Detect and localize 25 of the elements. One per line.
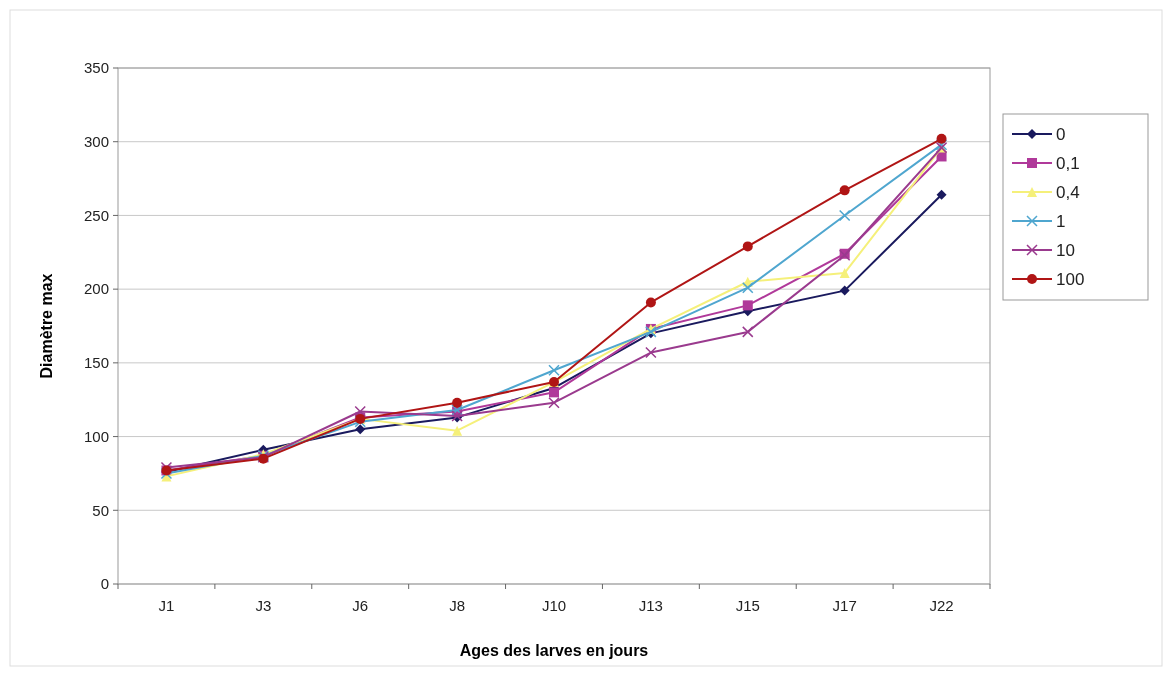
y-tick-label: 50 <box>92 501 109 519</box>
y-tick-label: 350 <box>83 59 109 77</box>
y-tick-label: 100 <box>83 427 109 445</box>
y-tick-label: 200 <box>83 280 109 298</box>
legend-label: 0,4 <box>1056 182 1080 202</box>
x-tick-label: J6 <box>352 597 369 614</box>
x-tick-label: J17 <box>832 597 857 614</box>
x-tick-label: J15 <box>735 597 760 614</box>
x-tick-label: J22 <box>929 597 954 614</box>
y-tick-label: 150 <box>83 354 109 372</box>
legend-label: 0 <box>1056 124 1066 144</box>
y-tick-label: 0 <box>100 575 109 593</box>
legend-label: 0,1 <box>1056 153 1080 173</box>
legend-label: 10 <box>1056 240 1075 260</box>
y-tick-label: 250 <box>83 206 109 224</box>
x-tick-label: J10 <box>541 597 567 614</box>
y-axis-title: Diamètre max <box>38 273 55 379</box>
x-tick-label: J1 <box>158 597 175 614</box>
legend-label: 100 <box>1056 269 1085 289</box>
y-tick-label: 300 <box>83 132 109 150</box>
x-tick-label: J13 <box>638 597 663 614</box>
x-axis-title: Ages des larves en jours <box>459 642 649 659</box>
x-tick-label: J3 <box>255 597 272 614</box>
legend-label: 1 <box>1056 211 1066 231</box>
x-tick-label: J8 <box>449 597 466 614</box>
